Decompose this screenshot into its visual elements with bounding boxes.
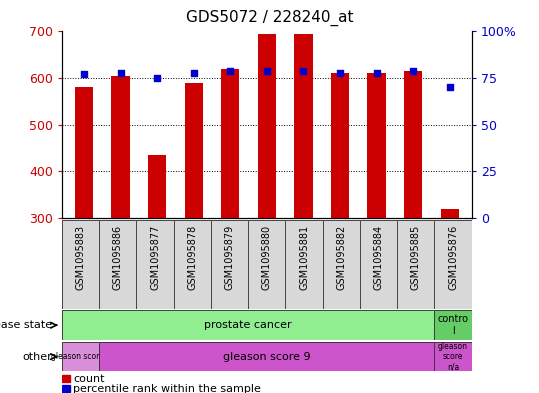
Text: GSM1095886: GSM1095886	[113, 224, 123, 290]
Text: GSM1095883: GSM1095883	[75, 224, 86, 290]
Bar	[184, 83, 203, 218]
Text: gleason score 9: gleason score 9	[223, 352, 310, 362]
FancyBboxPatch shape	[99, 342, 434, 371]
Text: GSM1095885: GSM1095885	[411, 224, 421, 290]
FancyBboxPatch shape	[397, 220, 434, 309]
Text: GSM1095884: GSM1095884	[374, 224, 384, 290]
FancyBboxPatch shape	[62, 310, 434, 340]
Point	[153, 75, 161, 81]
Point	[116, 69, 125, 75]
Bar	[221, 69, 239, 218]
Text: other: other	[23, 352, 52, 362]
Bar	[62, 385, 70, 392]
Bar	[75, 87, 93, 218]
Point	[189, 69, 198, 75]
FancyBboxPatch shape	[62, 342, 99, 371]
Point	[336, 69, 344, 75]
Bar	[331, 73, 349, 218]
Text: GDS5072 / 228240_at: GDS5072 / 228240_at	[186, 10, 353, 26]
Point	[299, 68, 308, 74]
Point	[445, 84, 454, 90]
Point	[226, 68, 234, 74]
Text: prostate cancer: prostate cancer	[204, 320, 292, 330]
FancyBboxPatch shape	[434, 220, 472, 309]
Bar	[258, 34, 276, 218]
FancyBboxPatch shape	[286, 220, 323, 309]
Bar	[404, 71, 422, 218]
Bar	[440, 209, 459, 218]
Text: contro
l: contro l	[438, 314, 468, 336]
FancyBboxPatch shape	[434, 342, 472, 371]
Text: gleason
score
n/a: gleason score n/a	[438, 342, 468, 371]
Bar	[148, 155, 166, 218]
Bar	[62, 375, 70, 382]
Bar	[294, 34, 313, 218]
Text: GSM1095877: GSM1095877	[150, 224, 160, 290]
Text: GSM1095876: GSM1095876	[448, 224, 458, 290]
FancyBboxPatch shape	[99, 220, 136, 309]
Point	[262, 68, 271, 74]
Text: disease state: disease state	[0, 320, 52, 330]
FancyBboxPatch shape	[248, 220, 286, 309]
Text: GSM1095881: GSM1095881	[299, 224, 309, 290]
Point	[80, 71, 88, 77]
Text: GSM1095882: GSM1095882	[336, 224, 346, 290]
FancyBboxPatch shape	[174, 220, 211, 309]
FancyBboxPatch shape	[434, 310, 472, 340]
Point	[372, 69, 381, 75]
FancyBboxPatch shape	[211, 220, 248, 309]
Text: percentile rank within the sample: percentile rank within the sample	[73, 384, 261, 393]
Bar	[112, 76, 130, 218]
Text: gleason score 8: gleason score 8	[51, 352, 110, 361]
FancyBboxPatch shape	[136, 220, 174, 309]
FancyBboxPatch shape	[360, 220, 397, 309]
FancyBboxPatch shape	[62, 220, 99, 309]
Text: count: count	[73, 374, 105, 384]
Text: GSM1095879: GSM1095879	[225, 224, 234, 290]
Text: GSM1095880: GSM1095880	[262, 224, 272, 290]
Text: GSM1095878: GSM1095878	[188, 224, 197, 290]
Point	[409, 68, 417, 74]
FancyBboxPatch shape	[323, 220, 360, 309]
Bar	[368, 73, 386, 218]
